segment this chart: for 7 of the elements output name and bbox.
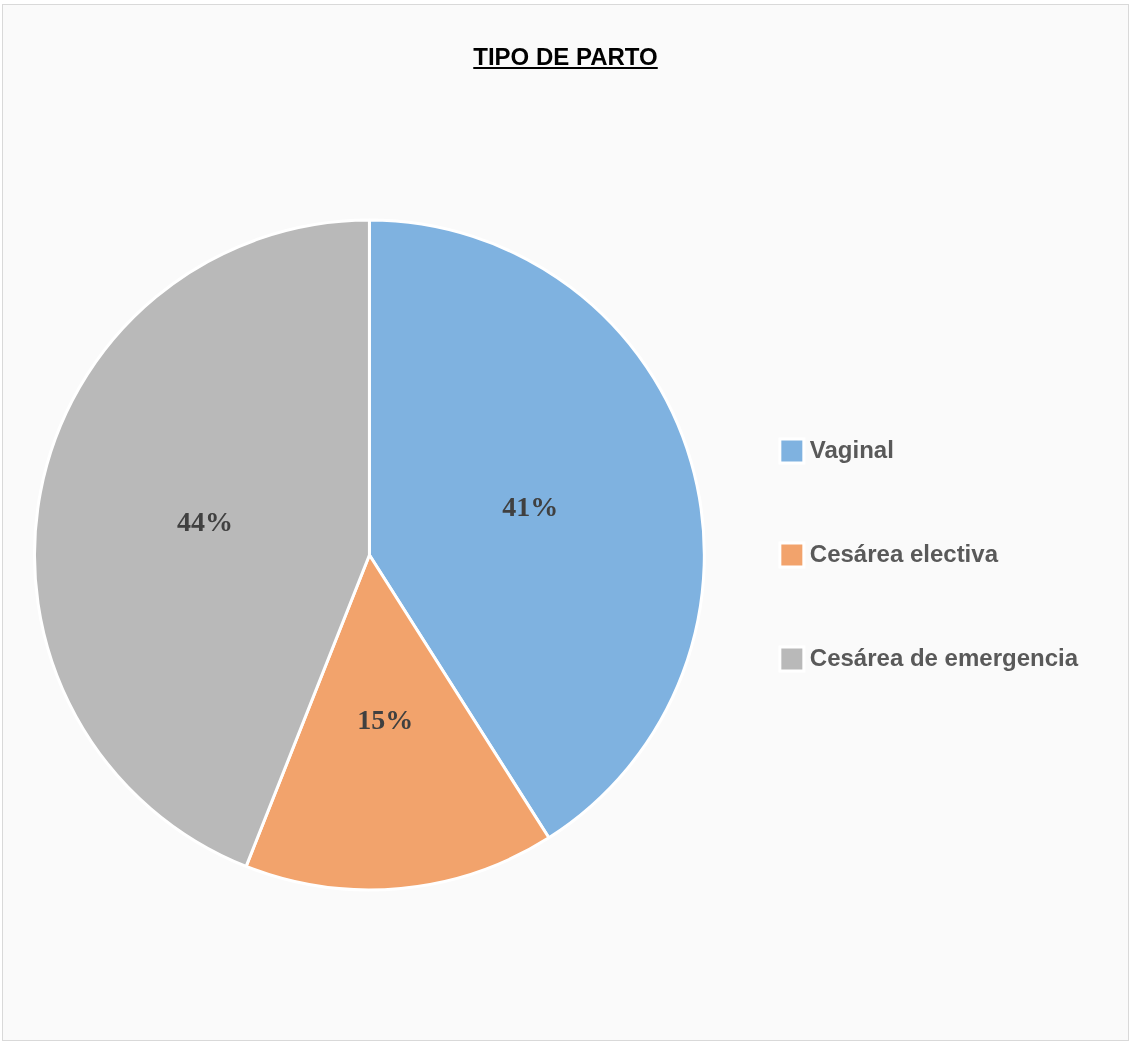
legend-label: Vaginal (809, 435, 894, 463)
legend-label: Cesárea de emergencia (809, 643, 1079, 671)
data-label: 15% (357, 703, 414, 735)
chart-title: TIPO DE PARTO (472, 43, 659, 71)
legend-label: Cesárea electiva (809, 539, 999, 567)
data-label: 44% (176, 505, 233, 537)
data-label: 41% (502, 490, 559, 522)
